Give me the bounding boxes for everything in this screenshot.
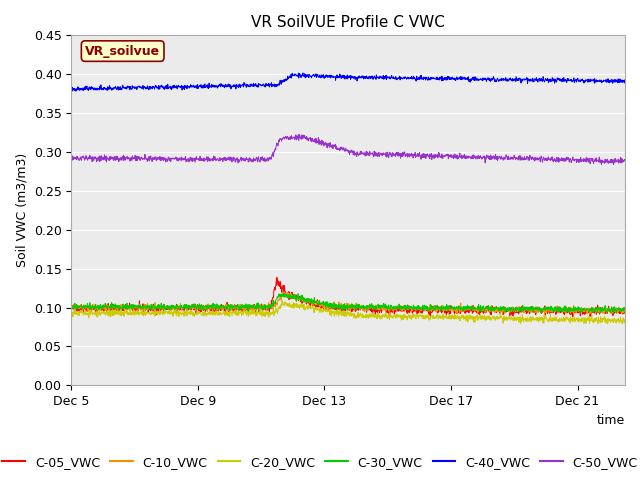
C-40_VWC [357, 75, 365, 81]
C-05_VWC [273, 275, 281, 280]
C-50_VWC [621, 158, 629, 164]
Legend: C-05_VWC, C-10_VWC, C-20_VWC, C-30_VWC, C-40_VWC, C-50_VWC: C-05_VWC, C-10_VWC, C-20_VWC, C-30_VWC, … [0, 451, 640, 474]
Line: C-05_VWC: C-05_VWC [71, 277, 625, 317]
C-05_VWC [356, 307, 364, 313]
Text: VR_soilvue: VR_soilvue [85, 45, 160, 58]
C-40_VWC [67, 87, 75, 93]
C-50_VWC [326, 142, 333, 147]
C-50_VWC [610, 162, 618, 168]
C-40_VWC [170, 83, 177, 89]
C-10_VWC [159, 303, 167, 309]
C-05_VWC [621, 308, 629, 314]
C-20_VWC [511, 318, 518, 324]
C-20_VWC [381, 312, 388, 318]
C-20_VWC [356, 312, 364, 318]
C-10_VWC [170, 306, 177, 312]
C-40_VWC [160, 84, 168, 90]
C-10_VWC [511, 306, 518, 312]
C-05_VWC [159, 308, 167, 313]
C-40_VWC [68, 88, 76, 94]
C-40_VWC [381, 74, 389, 80]
Y-axis label: Soil VWC (m3/m3): Soil VWC (m3/m3) [15, 153, 28, 267]
C-05_VWC [67, 304, 75, 310]
C-30_VWC [326, 304, 333, 310]
C-30_VWC [577, 310, 584, 316]
C-40_VWC [299, 70, 307, 76]
Line: C-10_VWC: C-10_VWC [71, 292, 625, 314]
C-05_VWC [586, 314, 594, 320]
C-30_VWC [356, 304, 364, 310]
C-30_VWC [511, 306, 518, 312]
C-50_VWC [356, 148, 364, 154]
C-40_VWC [326, 72, 334, 78]
C-10_VWC [621, 309, 629, 314]
C-20_VWC [326, 312, 333, 318]
C-10_VWC [67, 304, 75, 310]
C-10_VWC [541, 312, 548, 317]
C-30_VWC [621, 305, 629, 311]
C-50_VWC [381, 152, 388, 157]
C-20_VWC [621, 318, 629, 324]
C-30_VWC [280, 290, 287, 296]
C-50_VWC [67, 152, 75, 157]
C-50_VWC [511, 155, 518, 160]
C-20_VWC [604, 321, 612, 326]
C-10_VWC [326, 301, 333, 307]
C-10_VWC [381, 304, 388, 310]
C-30_VWC [159, 301, 167, 307]
C-05_VWC [381, 307, 388, 312]
C-30_VWC [170, 303, 177, 309]
C-10_VWC [280, 289, 288, 295]
C-05_VWC [511, 308, 518, 313]
C-20_VWC [159, 308, 167, 314]
C-30_VWC [67, 302, 75, 308]
C-40_VWC [621, 77, 629, 83]
C-30_VWC [381, 305, 388, 311]
Line: C-40_VWC: C-40_VWC [71, 73, 625, 91]
C-40_VWC [511, 76, 518, 82]
C-20_VWC [170, 313, 177, 319]
C-05_VWC [326, 307, 333, 313]
Line: C-50_VWC: C-50_VWC [71, 134, 625, 165]
C-50_VWC [170, 155, 177, 161]
Line: C-20_VWC: C-20_VWC [71, 300, 625, 324]
C-20_VWC [278, 298, 286, 303]
C-50_VWC [296, 132, 303, 137]
C-05_VWC [170, 304, 177, 310]
X-axis label: time: time [596, 414, 625, 427]
C-50_VWC [159, 157, 167, 163]
Line: C-30_VWC: C-30_VWC [71, 293, 625, 313]
Title: VR SoilVUE Profile C VWC: VR SoilVUE Profile C VWC [252, 15, 445, 30]
C-20_VWC [67, 309, 75, 315]
C-10_VWC [356, 305, 364, 311]
